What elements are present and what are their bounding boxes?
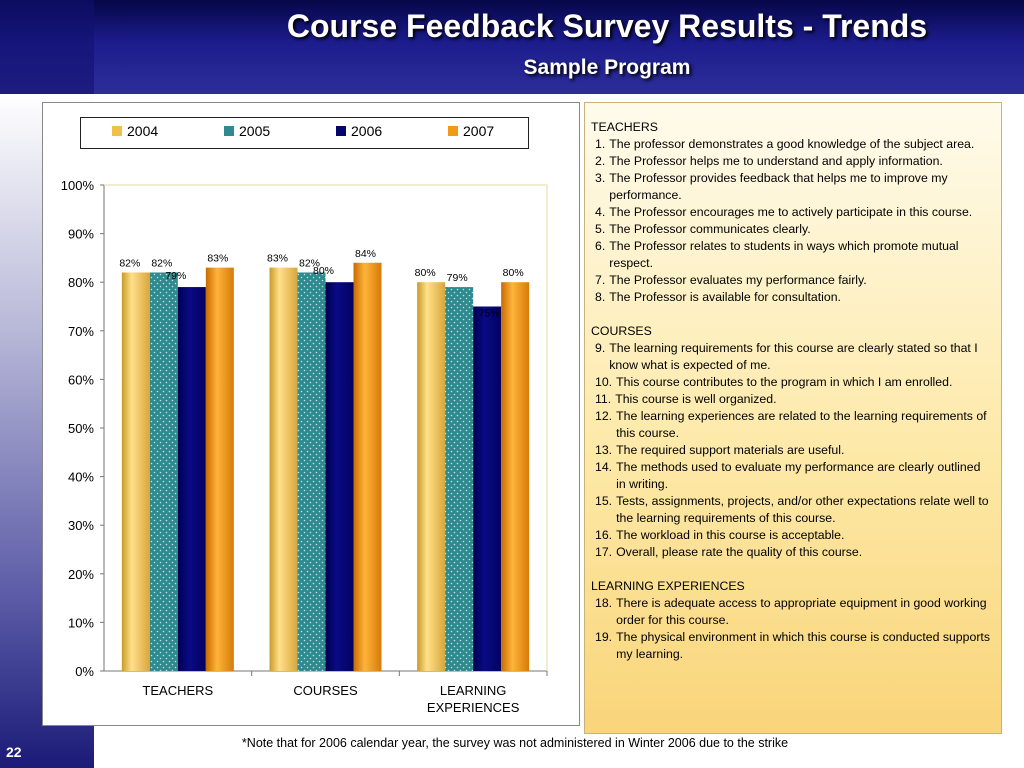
question-item: 2. The Professor helps me to understand a… <box>591 153 993 170</box>
question-item: 15. Tests, assignments, projects, and/or … <box>591 493 993 527</box>
question-text: This course is well organized. <box>615 392 777 406</box>
chart-panel <box>42 102 580 726</box>
question-number: 13. <box>595 443 613 457</box>
question-number: 1. <box>595 137 606 151</box>
question-number: 15. <box>595 494 613 508</box>
question-item: 8. The Professor is available for consult… <box>591 289 993 306</box>
question-number: 12. <box>595 409 613 423</box>
slide-number: 22 <box>6 744 22 760</box>
question-text: The Professor evaluates my performance f… <box>609 273 867 287</box>
question-number: 16. <box>595 528 613 542</box>
section-heading: LEARNING EXPERIENCES <box>591 579 745 593</box>
section-heading: TEACHERS <box>591 120 658 134</box>
question-item: 13. The required support materials are us… <box>591 442 993 459</box>
question-text: The required support materials are usefu… <box>616 443 845 457</box>
question-number: 7. <box>595 273 606 287</box>
question-item: 3. The Professor provides feedback that h… <box>591 170 993 204</box>
question-text: The Professor encourages me to actively … <box>609 205 973 219</box>
question-text: The Professor provides feedback that hel… <box>609 171 948 202</box>
question-text: The physical environment in which this c… <box>616 630 990 661</box>
question-item: 4. The Professor encourages me to activel… <box>591 204 993 221</box>
question-item: 17. Overall, please rate the quality of t… <box>591 544 993 561</box>
question-number: 9. <box>595 341 606 355</box>
question-text: The Professor communicates clearly. <box>609 222 811 236</box>
question-number: 3. <box>595 171 606 185</box>
slide-header: Course Feedback Survey Results - Trends … <box>0 0 1024 94</box>
question-number: 11. <box>595 392 612 406</box>
question-number: 14. <box>595 460 613 474</box>
question-item: 12. The learning experiences are related … <box>591 408 993 442</box>
question-number: 2. <box>595 154 606 168</box>
question-number: 18. <box>595 596 613 610</box>
question-item: 6. The Professor relates to students in w… <box>591 238 993 272</box>
footnote: *Note that for 2006 calendar year, the s… <box>241 736 789 750</box>
question-number: 17. <box>595 545 613 559</box>
section-gap <box>591 306 993 323</box>
question-text: The methods used to evaluate my performa… <box>616 460 981 491</box>
question-text: The Professor relates to students in way… <box>609 239 959 270</box>
question-item: 9. The learning requirements for this cou… <box>591 340 993 374</box>
question-text: Overall, please rate the quality of this… <box>616 545 863 559</box>
question-item: 1. The professor demonstrates a good know… <box>591 136 993 153</box>
question-number: 19. <box>595 630 613 644</box>
section-gap <box>591 561 993 578</box>
question-item: 5. The Professor communicates clearly. <box>591 221 993 238</box>
question-text: This course contributes to the program i… <box>616 375 953 389</box>
question-number: 4. <box>595 205 606 219</box>
slide-title: Course Feedback Survey Results - Trends <box>286 8 928 44</box>
question-item: 19. The physical environment in which thi… <box>591 629 993 663</box>
question-text: The learning requirements for this cours… <box>609 341 978 372</box>
slide-subtitle: Sample Program <box>523 56 691 79</box>
question-item: 14. The methods used to evaluate my perfo… <box>591 459 993 493</box>
question-text: The Professor is available for consultat… <box>609 290 841 304</box>
question-item: 18. There is adequate access to appropria… <box>591 595 993 629</box>
question-item: 11. This course is well organized. <box>591 391 993 408</box>
question-number: 10. <box>595 375 613 389</box>
chart-legend <box>80 117 529 149</box>
question-text: There is adequate access to appropriate … <box>616 596 987 627</box>
question-text: The learning experiences are related to … <box>616 409 987 440</box>
question-text: The Professor helps me to understand and… <box>609 154 943 168</box>
header-corner <box>0 0 94 94</box>
question-text: The professor demonstrates a good knowle… <box>609 137 975 151</box>
question-item: 7. The Professor evaluates my performance… <box>591 272 993 289</box>
question-text: Tests, assignments, projects, and/or oth… <box>616 494 989 525</box>
question-item: 16. The workload in this course is accept… <box>591 527 993 544</box>
section-heading: COURSES <box>591 324 652 338</box>
questions-panel: TEACHERS 1. The professor demonstrates a g… <box>584 102 1002 734</box>
question-item: 10. This course contributes to the progra… <box>591 374 993 391</box>
question-number: 5. <box>595 222 606 236</box>
question-number: 6. <box>595 239 606 253</box>
question-number: 8. <box>595 290 606 304</box>
question-text: The workload in this course is acceptabl… <box>616 528 845 542</box>
